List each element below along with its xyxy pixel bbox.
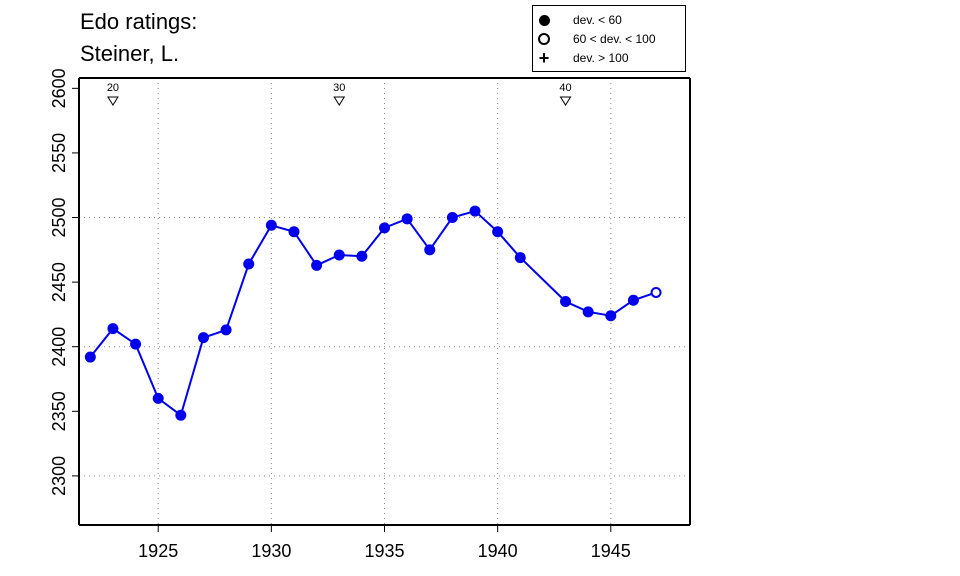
y-tick-label: 2550	[49, 133, 69, 173]
data-point	[492, 226, 504, 238]
data-point	[560, 296, 572, 307]
series-layer	[84, 205, 662, 421]
data-point	[265, 219, 277, 231]
legend-label: dev. > 100	[573, 51, 629, 65]
x-tick-label: 1930	[251, 541, 291, 561]
data-point	[243, 258, 255, 270]
y-tick-label: 2350	[49, 391, 69, 431]
filled-circle-icon	[533, 14, 555, 26]
data-point	[424, 244, 436, 256]
data-point	[197, 332, 209, 344]
data-point	[288, 226, 300, 238]
data-point	[220, 324, 232, 336]
data-point	[582, 306, 594, 318]
y-tick-label: 2400	[49, 327, 69, 367]
age-marker-layer: 20 30 40	[107, 82, 572, 106]
x-tick-label: 1935	[364, 541, 404, 561]
age-marker-label: 40	[559, 82, 571, 94]
legend: dev. < 60 60 < dev. < 100 + dev. > 100	[532, 5, 686, 72]
chart-title-line-2: Steiner, L.	[80, 41, 180, 66]
data-point	[379, 222, 390, 234]
x-tick-label: 1945	[591, 541, 631, 561]
grid-layer	[79, 78, 690, 525]
age-marker-triangle	[333, 96, 346, 106]
legend-item-low-dev: dev. < 60	[533, 11, 622, 29]
data-point	[175, 409, 187, 421]
data-point	[605, 310, 617, 322]
series-line	[89, 209, 657, 417]
age-marker-triangle	[107, 96, 119, 106]
legend-item-mid-dev: 60 < dev. < 100	[533, 30, 656, 48]
data-point	[469, 205, 481, 217]
data-point	[311, 259, 323, 271]
data-point	[130, 338, 142, 350]
y-tick-label: 2500	[49, 198, 69, 238]
y-tick-label: 2600	[49, 68, 69, 108]
x-tick-label: 1925	[138, 541, 178, 561]
age-marker-triangle	[559, 96, 572, 106]
data-point	[627, 294, 639, 306]
axis-layer: 1925 1930 1935 1940 1945 2300 2350 2400 2450 2500…	[49, 68, 691, 561]
age-marker-label: 30	[333, 82, 345, 94]
data-point-open	[650, 286, 662, 298]
data-point	[333, 249, 345, 261]
x-tick-label: 1940	[478, 541, 518, 561]
data-point	[356, 250, 368, 262]
plus-icon: +	[538, 48, 550, 68]
chart-title-line-1: Edo ratings:	[80, 9, 198, 34]
data-point	[446, 212, 458, 224]
y-tick-label: 2300	[49, 456, 69, 496]
open-circle-icon	[533, 33, 555, 45]
legend-label: 60 < dev. < 100	[573, 32, 656, 46]
data-point	[401, 213, 413, 225]
data-point	[84, 351, 96, 363]
age-marker-label: 20	[107, 82, 119, 94]
legend-item-high-dev: + dev. > 100	[533, 49, 629, 67]
data-point	[514, 252, 526, 264]
data-point	[107, 323, 119, 335]
data-point	[152, 392, 164, 404]
y-tick-label: 2450	[49, 262, 69, 302]
legend-label: dev. < 60	[573, 13, 622, 27]
